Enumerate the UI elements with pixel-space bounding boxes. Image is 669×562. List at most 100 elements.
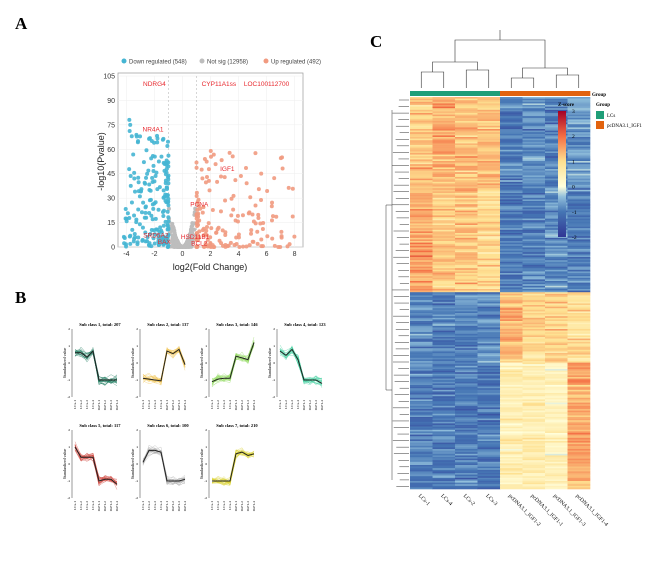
heatmap-cell <box>477 181 501 184</box>
heatmap-cell <box>410 285 433 288</box>
heatmap-cell <box>567 449 591 451</box>
heatmap-cell <box>455 143 478 146</box>
heatmap-cell <box>432 289 456 291</box>
heatmap-cell <box>545 473 568 475</box>
point-up <box>206 178 211 183</box>
heatmap-cell <box>500 108 523 111</box>
gene-label: BCL2 <box>191 241 208 248</box>
heatmap-cell <box>410 173 433 176</box>
point-up <box>201 205 206 210</box>
heatmap-cell <box>500 341 523 344</box>
heatmap-cell <box>545 237 568 240</box>
heatmap-cell <box>477 325 501 328</box>
heatmap-cell <box>522 453 546 456</box>
heatmap-cell <box>567 108 591 111</box>
heatmap-cell <box>567 249 591 251</box>
heatmap-cell <box>477 354 501 357</box>
heatmap-cell <box>477 217 501 219</box>
heatmap-cell <box>455 226 478 229</box>
heatmap-cell <box>477 138 501 141</box>
point-down <box>165 175 170 180</box>
heatmap-cell <box>432 465 456 467</box>
heatmap-cell <box>545 388 568 391</box>
heatmap-cell <box>432 210 456 213</box>
heatmap-cell <box>432 426 456 429</box>
heatmap-cell <box>410 420 433 423</box>
heatmap-cell <box>500 351 523 354</box>
heatmap-cell <box>410 247 433 250</box>
heatmap-cell <box>500 132 523 135</box>
x-tick-label: LCs-2 <box>216 400 220 409</box>
heatmap-cell <box>545 202 568 205</box>
heatmap-cell <box>455 156 478 159</box>
heatmap-cell <box>410 434 433 437</box>
heatmap-cell <box>500 250 523 253</box>
heatmap-cell <box>410 444 433 447</box>
heatmap-cell <box>545 247 568 250</box>
point-up <box>280 166 285 171</box>
heatmap-cell <box>410 413 433 416</box>
subclass-panel: Sub class 6, total: 100-2-1012Standardiz… <box>130 423 189 511</box>
heatmap-cell <box>455 106 478 109</box>
heatmap-cell <box>567 338 591 341</box>
heatmap-cell <box>522 258 546 261</box>
point-up <box>255 229 260 234</box>
heatmap-cell <box>567 322 591 325</box>
point-not-sig <box>169 239 174 244</box>
heatmap-cell <box>410 354 433 357</box>
heatmap-cell <box>522 282 546 285</box>
point-up <box>215 227 220 232</box>
heatmap-cell <box>455 297 478 299</box>
heatmap-cell <box>522 325 546 328</box>
heatmap-cell <box>477 361 501 363</box>
heatmap-cell <box>545 287 568 290</box>
heatmap-cell <box>410 337 433 339</box>
heatmap-cell <box>477 322 501 325</box>
heatmap-cell <box>567 223 591 226</box>
heatmap-cell <box>545 295 568 298</box>
heatmap-cell <box>410 197 433 200</box>
heatmap-cell <box>500 444 523 447</box>
heatmap-cell <box>500 119 523 122</box>
heatmap-cell <box>522 327 546 330</box>
heatmap-cell <box>545 108 568 111</box>
mean-line <box>279 348 323 384</box>
point-down <box>132 176 137 181</box>
heatmap-cell <box>567 289 591 291</box>
heatmap-cell <box>567 205 591 208</box>
heatmap-cell <box>545 213 568 216</box>
heatmap-cell <box>567 124 591 127</box>
group-legend-label: pcDNA3.1_IGF1 <box>607 124 642 129</box>
heatmap-cell <box>500 303 523 306</box>
heatmap-cell <box>567 229 591 232</box>
heatmap-cell <box>410 266 433 269</box>
heatmap-cell <box>545 361 568 363</box>
heatmap-cell <box>432 202 456 205</box>
heatmap-cell <box>477 335 501 338</box>
heatmap-cell <box>477 228 501 231</box>
point-down <box>127 117 132 122</box>
heatmap-cell <box>477 196 501 199</box>
heatmap-cell <box>432 380 456 383</box>
heatmap-cell <box>522 397 546 400</box>
point-up <box>223 232 228 237</box>
heatmap-cell <box>500 196 523 199</box>
heatmap-cell <box>410 170 433 173</box>
heatmap-cell <box>545 378 568 381</box>
y-tick-label: 60 <box>107 147 115 154</box>
heatmap-cell <box>455 298 478 301</box>
heatmap-cell <box>500 361 523 363</box>
heatmap-cell <box>432 385 456 387</box>
heatmap-cell <box>500 386 523 389</box>
x-tick-label: LCs-1 <box>278 400 282 409</box>
heatmap-cell <box>477 207 501 210</box>
heatmap-cell <box>477 143 501 146</box>
heatmap-cell <box>522 191 546 194</box>
subclass-title: Sub class 3, total: 146 <box>216 322 258 327</box>
heatmap-cell <box>545 460 568 463</box>
heatmap-cell <box>432 241 456 243</box>
heatmap-cell <box>455 345 478 347</box>
heatmap-cell <box>500 437 523 440</box>
heatmap-cell <box>545 161 568 163</box>
heatmap-cell <box>567 156 591 159</box>
